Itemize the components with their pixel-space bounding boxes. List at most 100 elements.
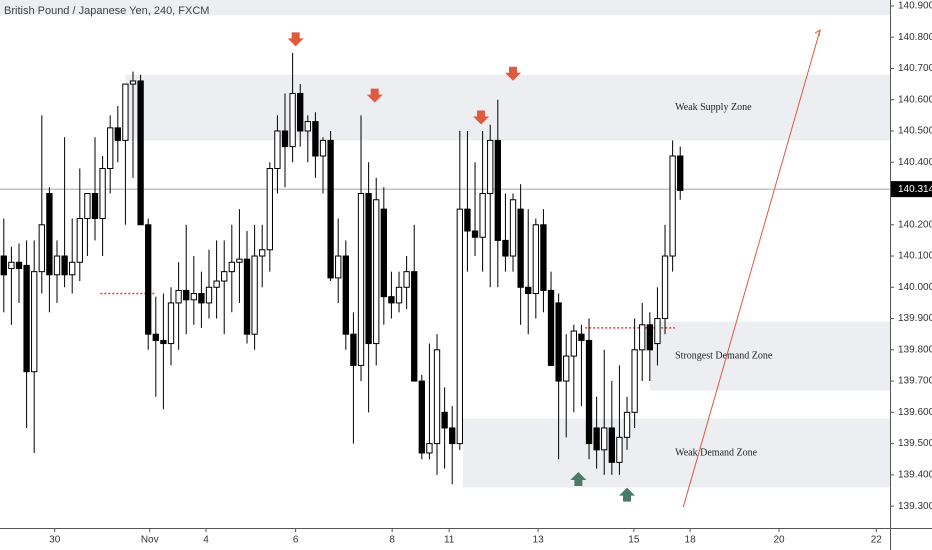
candle-body bbox=[639, 324, 646, 351]
candle-body bbox=[593, 427, 600, 451]
candle-body bbox=[213, 280, 220, 288]
candle-body bbox=[53, 255, 61, 276]
candle-body bbox=[175, 289, 182, 304]
candle-body bbox=[167, 302, 175, 345]
candle-body bbox=[99, 167, 106, 220]
x-tick-label: 6 bbox=[293, 535, 299, 546]
x-tick-label: 30 bbox=[49, 535, 61, 546]
y-tick-label: 140.200 bbox=[898, 219, 932, 230]
candle-body bbox=[319, 139, 327, 157]
x-tick-label: 22 bbox=[871, 535, 883, 546]
y-tick-label: 140.700 bbox=[898, 63, 932, 74]
candle-body bbox=[669, 155, 676, 257]
y-tick-label: 139.300 bbox=[898, 501, 932, 512]
candle-body bbox=[547, 289, 555, 366]
zone bbox=[649, 321, 890, 391]
candle-body bbox=[540, 224, 547, 291]
candle-body bbox=[395, 286, 403, 304]
last-price-label: 140.314 bbox=[898, 184, 932, 195]
candle-body bbox=[312, 121, 319, 157]
y-tick-label: 139.400 bbox=[898, 469, 932, 480]
y-tick-label: 140.800 bbox=[898, 32, 932, 43]
candle-body bbox=[61, 255, 68, 276]
candle-body bbox=[570, 330, 577, 357]
y-tick-label: 140.100 bbox=[898, 251, 932, 262]
candle-body bbox=[8, 261, 15, 270]
candle-body bbox=[411, 271, 418, 382]
y-tick-label: 139.700 bbox=[898, 376, 932, 387]
candle-body bbox=[585, 339, 593, 445]
candle-body bbox=[677, 155, 684, 191]
candle-body bbox=[114, 127, 121, 141]
candle-body bbox=[46, 193, 53, 276]
candle-body bbox=[274, 130, 281, 169]
x-tick-label: Nov bbox=[141, 535, 159, 546]
candle-body bbox=[578, 333, 585, 341]
candle-body bbox=[418, 380, 425, 454]
candle-body bbox=[631, 349, 638, 413]
candle-body bbox=[160, 339, 167, 345]
candle-body bbox=[152, 333, 159, 341]
candle-body bbox=[449, 427, 456, 445]
x-tick-label: 8 bbox=[389, 535, 395, 546]
candle-body bbox=[365, 193, 372, 345]
candle-body bbox=[259, 249, 266, 257]
candle-body bbox=[608, 427, 615, 463]
candle-body bbox=[357, 193, 365, 366]
candle-body bbox=[532, 224, 539, 295]
y-tick-label: 140.600 bbox=[898, 94, 932, 105]
candle-body bbox=[471, 230, 479, 238]
zone bbox=[462, 418, 890, 488]
trend-arrowhead bbox=[814, 29, 821, 37]
candle-body bbox=[555, 302, 562, 382]
candle-body bbox=[350, 333, 357, 366]
candle-body bbox=[228, 261, 235, 273]
zone bbox=[125, 74, 890, 141]
candle-body bbox=[335, 255, 342, 279]
candle-body bbox=[487, 139, 494, 195]
y-tick-label: 139.600 bbox=[898, 407, 932, 418]
x-tick-label: 15 bbox=[628, 535, 640, 546]
candle-body bbox=[190, 293, 197, 301]
x-tick-label: 20 bbox=[773, 535, 785, 546]
candle-body bbox=[251, 255, 258, 335]
zone-label: Strongest Demand Zone bbox=[675, 350, 773, 361]
candle-body bbox=[304, 121, 311, 132]
y-tick-label: 140.500 bbox=[898, 126, 932, 137]
x-axis-panel bbox=[0, 528, 932, 550]
x-tick-label: 18 bbox=[685, 535, 697, 546]
candle-body bbox=[281, 130, 289, 148]
candle-body bbox=[327, 139, 334, 279]
y-tick-label: 140.900 bbox=[898, 1, 932, 12]
candle-body bbox=[646, 324, 653, 351]
trend-line bbox=[682, 29, 821, 508]
chart-title: British Pound / Japanese Yen, 240, FXCM bbox=[4, 5, 209, 17]
candle-body bbox=[403, 271, 410, 288]
candle-body bbox=[479, 193, 486, 238]
candle-body bbox=[616, 436, 623, 463]
y-tick-label: 139.900 bbox=[898, 313, 932, 324]
y-tick-label: 139.500 bbox=[898, 438, 932, 449]
candle-body bbox=[38, 224, 45, 273]
arrow bbox=[505, 66, 522, 81]
candle-body bbox=[456, 208, 463, 445]
candle-body bbox=[517, 208, 524, 288]
candle-body bbox=[183, 289, 190, 301]
arrow bbox=[287, 32, 304, 47]
candle-body bbox=[342, 255, 349, 335]
zone-label: Weak Demand Zone bbox=[675, 447, 758, 458]
candle-body bbox=[23, 264, 30, 373]
candle-body bbox=[433, 349, 441, 445]
candle-body bbox=[373, 199, 380, 345]
candle-body bbox=[69, 261, 76, 276]
arrow bbox=[619, 487, 636, 502]
y-tick-label: 139.800 bbox=[898, 344, 932, 355]
candle-body bbox=[601, 427, 608, 451]
candle-body bbox=[84, 193, 91, 220]
y-axis-panel bbox=[890, 0, 932, 550]
candle-body bbox=[122, 83, 129, 141]
candle-body bbox=[654, 318, 661, 345]
candle-body bbox=[623, 411, 631, 438]
candle-body bbox=[525, 286, 532, 295]
x-tick-label: 11 bbox=[444, 535, 455, 546]
